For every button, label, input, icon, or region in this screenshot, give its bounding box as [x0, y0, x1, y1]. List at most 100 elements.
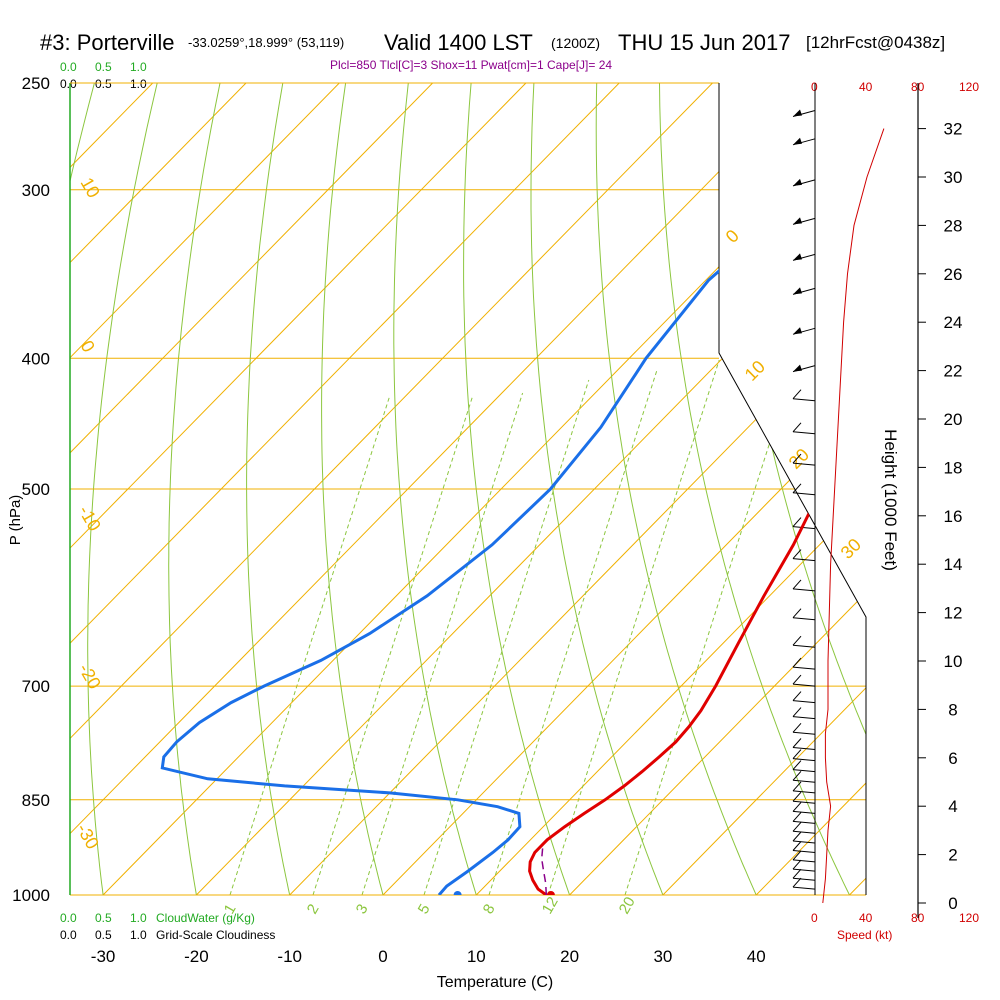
- height-tick-label: 16: [944, 507, 963, 526]
- wind-barb-flag: [792, 691, 802, 701]
- top-cloudwater-tick-0: 0.0: [60, 60, 77, 74]
- temperature-tick-label: -30: [91, 947, 116, 966]
- speed-top-tick-0: 0: [811, 80, 818, 94]
- isotherm-line: [70, 83, 340, 895]
- isotherm-line: [70, 83, 247, 895]
- isotherm-label: 0: [77, 337, 99, 356]
- isotherm-label: 0: [722, 226, 743, 247]
- wind-barb: [792, 731, 816, 735]
- mixing-ratio-label: 20: [616, 894, 639, 917]
- mixing-ratio-label: 5: [415, 901, 434, 917]
- mixing-ratio-line: [423, 379, 590, 895]
- wind-barb-flag: [792, 738, 802, 748]
- isotherm-line: [70, 83, 433, 895]
- wind-speed-line: [822, 128, 885, 904]
- wind-barb-flag: [792, 770, 802, 781]
- wind-barb-pennant: [793, 327, 802, 335]
- mixing-ratio-label: 2: [304, 901, 323, 917]
- temperature-tick-label: 20: [560, 947, 579, 966]
- wind-barb-pennant: [793, 178, 802, 186]
- height-tick-label: 22: [944, 362, 963, 381]
- temperature-tick-label: -20: [184, 947, 209, 966]
- wind-barb-flag: [792, 760, 802, 770]
- forecast-info: [12hrFcst@0438z]: [806, 33, 946, 52]
- temperature-line: [528, 116, 866, 895]
- isotherm-label: 10: [77, 174, 104, 201]
- wind-barb: [792, 492, 816, 496]
- wind-barb-flag: [792, 707, 802, 717]
- station-title: #3: Porterville: [40, 30, 175, 55]
- wind-barb: [792, 683, 816, 687]
- bottom-cloudwater-tick-2: 1.0: [130, 911, 147, 925]
- mixing-ratio-line: [488, 369, 658, 895]
- right-frame-line: [718, 83, 867, 895]
- bottom-cloudwater-tick-0: 0.0: [60, 911, 77, 925]
- dry-adiabat-line: [321, 83, 384, 895]
- temperature-axis-title: Temperature (C): [437, 974, 553, 991]
- isotherm-line: [849, 83, 866, 895]
- wind-barb-flag: [792, 579, 802, 590]
- wind-barb-flag: [792, 389, 802, 400]
- wind-barb-flag: [792, 722, 802, 733]
- wind-barb-flag: [792, 657, 802, 668]
- wind-barb-pennant: [793, 109, 802, 117]
- wind-barb-flag: [792, 749, 802, 759]
- parcel-line: [540, 846, 548, 895]
- wind-barb: [792, 877, 816, 881]
- dry-adiabat-line: [246, 83, 291, 895]
- wind-barb: [792, 820, 816, 824]
- isotherm-label: 20: [785, 445, 813, 473]
- dry-adiabat-line: [87, 83, 158, 895]
- mixing-ratio-label: 3: [353, 901, 372, 917]
- temperature-tick-label: 10: [467, 947, 486, 966]
- speed-bottom-tick-0: 0: [811, 911, 818, 925]
- height-tick-label: 24: [944, 313, 963, 332]
- height-tick-label: 0: [948, 894, 957, 913]
- wind-barb: [792, 830, 816, 834]
- wind-barb: [792, 700, 816, 704]
- wind-barb: [792, 716, 816, 720]
- wind-barb: [792, 868, 816, 872]
- wind-barb: [792, 859, 816, 863]
- forecast-date: THU 15 Jun 2017: [618, 30, 791, 55]
- temperature-tick-label: -10: [277, 947, 302, 966]
- speed-axis-label: Speed (kt): [837, 928, 893, 942]
- pressure-tick-label: 400: [22, 349, 50, 368]
- wind-barb-flag: [792, 841, 802, 851]
- wind-barb-flag: [792, 868, 802, 879]
- isotherm-line: [662, 83, 866, 895]
- wind-barb-flag: [792, 635, 802, 646]
- wind-barb-flag: [792, 608, 802, 619]
- surface-dewpoint-dot: [453, 891, 462, 895]
- dry-adiabat-line: [393, 83, 477, 895]
- wind-barb: [792, 747, 816, 750]
- mixing-ratio-label: 12: [539, 894, 562, 917]
- height-tick-label: 10: [944, 652, 963, 671]
- isotherm-label: 10: [741, 357, 769, 385]
- wind-barb: [792, 431, 816, 435]
- pressure-axis-title: P (hPa): [7, 495, 24, 546]
- dry-adiabat-line: [463, 83, 571, 895]
- bottom-cloudwater-tick-1: 0.5: [95, 911, 112, 925]
- wind-barb-flag: [792, 877, 802, 888]
- top-cloudiness-tick-0: 0.0: [60, 77, 77, 91]
- wind-barb: [792, 758, 816, 762]
- utc-time: (1200Z): [551, 35, 601, 51]
- height-axis-title: Height (1000 Feet): [881, 429, 900, 571]
- dry-adiabat-line: [911, 83, 1000, 895]
- height-tick-label: 20: [944, 410, 963, 429]
- wind-barb-flag: [792, 821, 802, 832]
- wind-barb: [792, 779, 816, 783]
- wind-barb-flag: [792, 483, 802, 494]
- wind-barb-flag: [792, 812, 802, 822]
- pressure-tick-label: 1000: [12, 886, 50, 905]
- pressure-tick-label: 300: [22, 181, 50, 200]
- speed-top-tick-1: 40: [859, 80, 873, 94]
- isotherm-label: -20: [75, 660, 105, 693]
- wind-barb-flag: [792, 422, 802, 433]
- wind-barb: [792, 666, 816, 670]
- wind-barb-flag: [792, 549, 802, 559]
- bottom-cloudiness-tick-2: 1.0: [130, 928, 147, 942]
- isotherm-label: -10: [75, 502, 105, 535]
- pressure-tick-label: 850: [22, 791, 50, 810]
